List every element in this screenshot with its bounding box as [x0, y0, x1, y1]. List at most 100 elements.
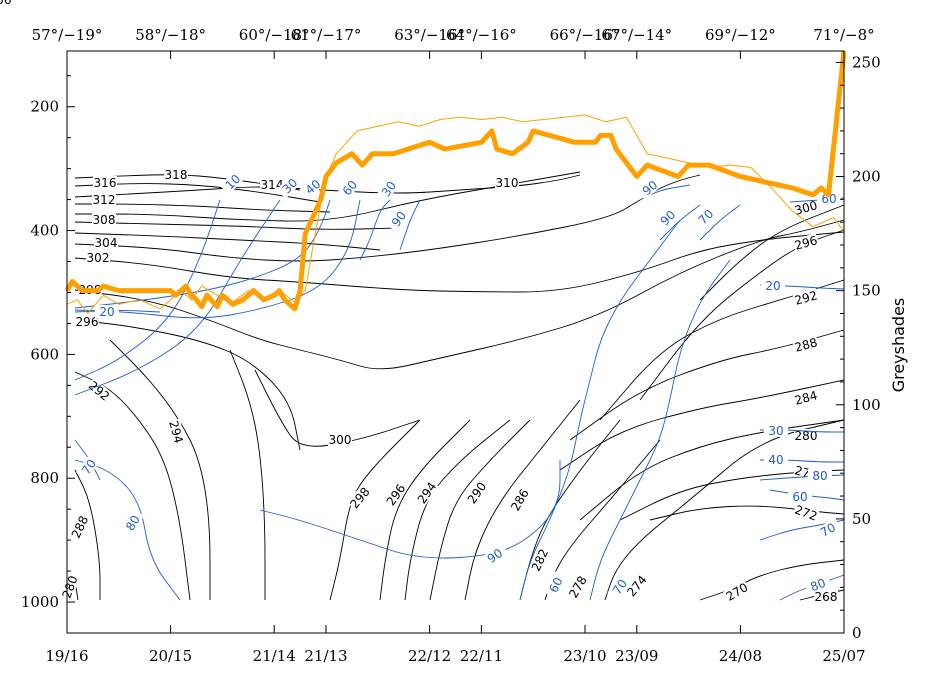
- contour-label-bg: [723, 579, 751, 604]
- bottom-axis-tick-label: 19/16: [45, 647, 88, 665]
- left-axis-tick-label: 200: [30, 98, 59, 116]
- contour-label: 70: [818, 520, 838, 540]
- contour-label-bg: [792, 288, 820, 307]
- contour-label: 20: [765, 279, 780, 293]
- contour-label-bg: [85, 377, 113, 404]
- contour-label-bg: [792, 198, 820, 217]
- contour-label-bg: [814, 517, 842, 542]
- left-axis-tick-label: 400: [30, 222, 59, 240]
- contour-line: [74, 199, 331, 309]
- contour-label-bg: [383, 481, 408, 509]
- contour-label: 288: [793, 335, 819, 354]
- contour-line: [639, 229, 845, 401]
- contour-label: 308: [93, 213, 116, 227]
- contour-label: 278: [566, 574, 590, 601]
- greyshade-series-thick: [64, 50, 847, 312]
- contour-label: 268: [815, 590, 838, 604]
- contour-label: 318: [165, 168, 188, 182]
- contour-label-bg: [495, 176, 519, 189]
- bottom-axis-tick-label: 22/11: [460, 647, 503, 665]
- top-axis-tick-label: 66°/−16°: [550, 26, 621, 44]
- contour-label-bg: [654, 204, 681, 231]
- contour-label: 272: [793, 503, 819, 524]
- contour-label-bg: [792, 502, 820, 523]
- contour-line: [399, 199, 421, 251]
- contour-label-bg: [94, 236, 118, 249]
- contour-label: 284: [793, 388, 819, 407]
- contour-label-bg: [792, 335, 820, 354]
- contour-line: [75, 171, 581, 222]
- contour-label-bg: [68, 513, 91, 541]
- contour-line: [74, 221, 401, 230]
- contour-line: [74, 371, 191, 601]
- top-axis-tick-label: 71°/−8°: [813, 26, 874, 44]
- contour-label-bg: [528, 546, 551, 574]
- contour-label-bg: [328, 433, 352, 446]
- contour-label-bg: [92, 193, 116, 206]
- right-axis-tick-label: 100: [852, 396, 881, 414]
- contour-label: 294: [166, 419, 185, 445]
- contour-label-bg: [0, 0, 12, 6]
- contour-line: [254, 369, 421, 447]
- top-axis-tick-label: 60°/−18°: [239, 26, 310, 44]
- contour-line: [229, 349, 266, 600]
- contour-line: [569, 329, 845, 441]
- contour-line: [579, 419, 845, 521]
- contour-line: [519, 419, 621, 601]
- contour-label-bg: [792, 233, 820, 252]
- contour-label-bg: [507, 486, 532, 514]
- contour-label-bg: [761, 279, 785, 292]
- contour-label-bg: [164, 168, 188, 181]
- contour-line: [74, 469, 101, 600]
- contour-line: [74, 231, 845, 293]
- contour-layer: 3183163143123103083063043022982962922942…: [0, 0, 845, 604]
- contour-label-bg: [260, 178, 284, 191]
- contour-label: 30: [768, 424, 783, 438]
- right-axis-tick-label: 200: [852, 168, 881, 186]
- contour-label-bg: [86, 251, 110, 264]
- contour-label: 312: [93, 193, 116, 207]
- contour-label-bg: [167, 418, 186, 446]
- contour-label-bg: [607, 573, 632, 601]
- left-axis-tick-label: 600: [30, 345, 59, 363]
- contour-line: [75, 203, 331, 213]
- contour-label-bg: [544, 571, 567, 599]
- contour-label: 306: [0, 0, 11, 7]
- right-axis-tick-label: 150: [852, 282, 881, 300]
- contour-label-bg: [92, 213, 116, 226]
- bottom-axis-tick-label: 23/09: [615, 647, 658, 665]
- contour-label-bg: [95, 305, 119, 318]
- right-axis-tick-label: 250: [852, 53, 881, 71]
- contour-line: [74, 199, 221, 381]
- contour-line: [464, 399, 581, 601]
- bottom-axis-tick-label: 23/10: [563, 647, 606, 665]
- contour-line: [759, 519, 845, 541]
- contour-line: [74, 219, 845, 370]
- contour-label-bg: [376, 175, 401, 203]
- contour-label-bg: [623, 572, 650, 600]
- contour-label: 298: [347, 485, 372, 512]
- contour-label-bg: [764, 424, 788, 437]
- contour-label-bg: [565, 573, 590, 601]
- contour-label-bg: [76, 453, 101, 481]
- bottom-axis-tick-label: 22/12: [408, 647, 451, 665]
- contour-label: 296: [793, 233, 819, 252]
- right-axis-title: Greyshades: [889, 298, 908, 393]
- contour-label: 80: [123, 513, 143, 533]
- contour-label-bg: [414, 479, 439, 507]
- greyshade-series-thin: [66, 114, 845, 314]
- contour-label: 290: [465, 480, 490, 507]
- contour-label: 316: [94, 176, 117, 190]
- contour-label-bg: [817, 192, 841, 205]
- top-axis-tick-label: 69°/−12°: [705, 26, 776, 44]
- contour-label: 80: [808, 576, 827, 594]
- contour-label-bg: [276, 172, 303, 199]
- contour-line: [109, 339, 211, 600]
- contour-label-bg: [692, 203, 719, 230]
- contour-line: [659, 204, 701, 241]
- top-axis-tick-label: 64°/−16°: [446, 26, 517, 44]
- contour-label-bg: [808, 469, 832, 482]
- contour-label-bg: [120, 509, 145, 537]
- contour-label-bg: [481, 543, 509, 568]
- contour-label-bg: [219, 168, 246, 195]
